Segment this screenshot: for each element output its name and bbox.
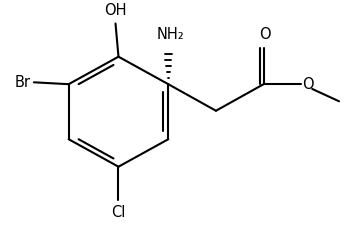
Text: O: O bbox=[302, 77, 314, 92]
Text: O: O bbox=[259, 27, 270, 43]
Text: Cl: Cl bbox=[111, 205, 126, 220]
Text: Br: Br bbox=[15, 75, 31, 90]
Text: OH: OH bbox=[104, 3, 127, 18]
Text: NH₂: NH₂ bbox=[156, 27, 184, 43]
